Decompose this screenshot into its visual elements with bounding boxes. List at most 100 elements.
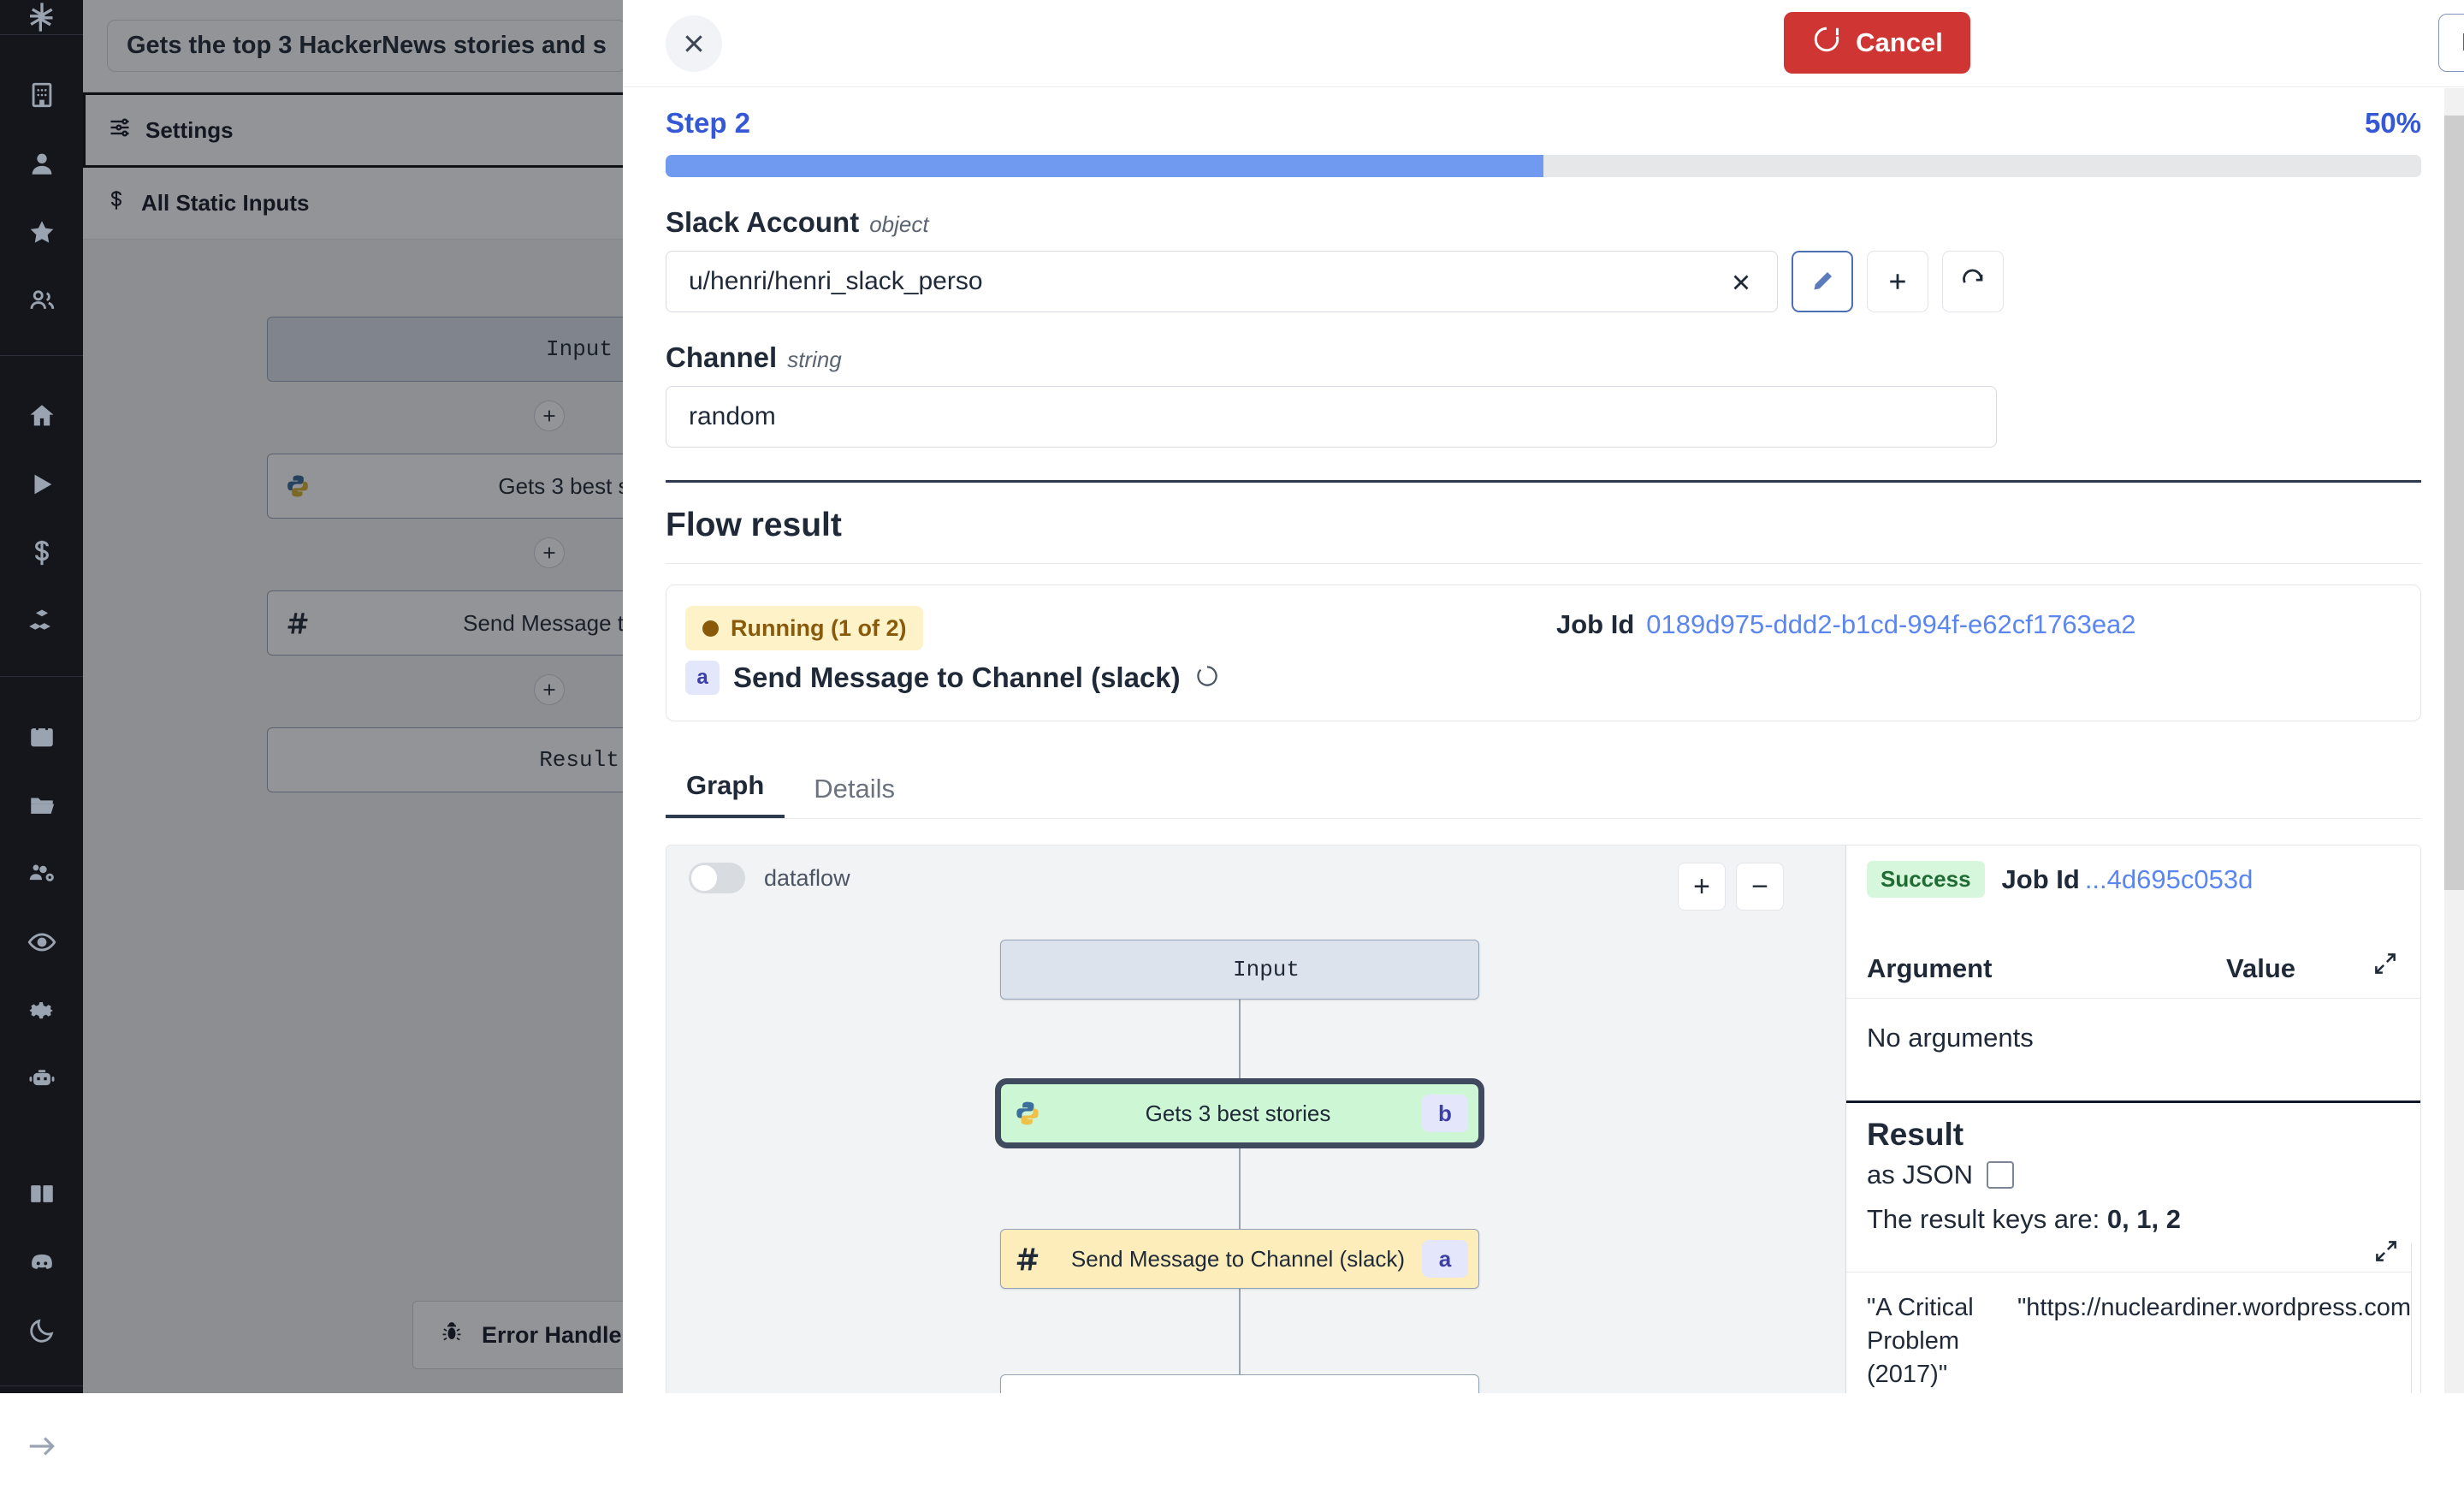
as-json-checkbox[interactable] <box>1987 1161 2015 1189</box>
status-badge: Running (1 of 2) <box>685 606 924 650</box>
bg-node-label: Input <box>545 336 613 362</box>
column-value: Value <box>2226 952 2295 983</box>
progress-bar <box>666 155 2421 177</box>
sidebar-item-workspace[interactable] <box>0 61 83 129</box>
graph-edge <box>1239 1143 1241 1229</box>
graph-node-label: Gets 3 best stories <box>1145 1100 1331 1126</box>
bg-node-label: Result <box>539 747 619 773</box>
tab-settings-label: Settings <box>145 116 234 143</box>
edit-resource-button[interactable] <box>1792 251 1853 312</box>
sidebar-item-folders[interactable] <box>0 771 83 839</box>
add-resource-button[interactable] <box>1867 251 1928 312</box>
zoom-in-button[interactable]: + <box>1678 863 1726 911</box>
channel-input[interactable]: random <box>666 386 1997 448</box>
python-icon <box>268 473 328 499</box>
modal-header: Cancel Past Runs/Input library Fill args… <box>623 0 2464 87</box>
sidebar-item-variables[interactable] <box>0 519 83 587</box>
as-json-label: as JSON <box>1867 1160 1974 1190</box>
field-type-text: object <box>869 211 929 237</box>
modal-scrollbar[interactable] <box>2444 88 2464 1393</box>
sidebar-item-settings[interactable] <box>0 976 83 1045</box>
zoom-out-button[interactable]: − <box>1736 863 1784 911</box>
arguments-empty-text: No arguments <box>1867 1023 2034 1053</box>
clear-icon[interactable] <box>1722 264 1760 301</box>
current-step-row: a Send Message to Channel (slack) <box>685 661 1220 695</box>
arguments-table-header: Argument Value <box>1846 939 2420 999</box>
nav-group-main <box>0 356 83 677</box>
field-label-text: Channel <box>666 341 778 373</box>
slack-hash-icon <box>1001 1245 1054 1273</box>
sidebar-item-schedules[interactable] <box>0 703 83 771</box>
sidebar-item-user[interactable] <box>0 129 83 198</box>
past-runs-input-library-button[interactable]: Past Runs/Input library <box>2438 14 2464 72</box>
cancel-button[interactable]: Cancel <box>1784 12 1970 74</box>
result-keys-value: 0, 1, 2 <box>2106 1204 2182 1234</box>
tab-details[interactable]: Details <box>814 774 896 804</box>
nav-group-admin <box>0 677 83 1134</box>
flow-title[interactable]: Gets the top 3 HackerNews stories and s <box>107 20 626 72</box>
job-id-value[interactable]: ...4d695c053d <box>2084 863 2254 894</box>
job-id-value[interactable]: 0189d975-ddd2-b1cd-994f-e62cf1763ea2 <box>1646 609 2136 639</box>
nav-group-links <box>0 1134 83 1385</box>
result-table: "A Critical Problem (2017)" "https://nuc… <box>1846 1241 2420 1393</box>
sidebar-item-favorites[interactable] <box>0 198 83 266</box>
windmill-logo-icon[interactable] <box>0 0 83 35</box>
python-icon <box>1001 1100 1054 1127</box>
flow-result-title: Flow result <box>666 507 842 543</box>
sidebar-item-docs[interactable] <box>0 1160 83 1228</box>
channel-row: random <box>623 374 2464 448</box>
sidebar-item-audit-logs[interactable] <box>0 908 83 976</box>
spinner-icon <box>1811 24 1842 62</box>
table-row[interactable]: "A Critical Problem (2017)" "https://nuc… <box>1846 1273 2420 1393</box>
modal-body: Step 2 50% Slack Account object u/henri/h… <box>623 88 2464 1393</box>
add-step-button[interactable] <box>534 674 565 705</box>
slack-account-label: Slack Account object <box>623 177 2464 239</box>
sidebar-item-ai[interactable] <box>0 1045 83 1113</box>
result-table-header <box>1846 1241 2420 1273</box>
step-percent: 50% <box>2364 107 2421 139</box>
channel-value: random <box>689 402 776 430</box>
sliders-icon <box>108 116 132 145</box>
expand-sidebar-button[interactable] <box>0 1412 83 1480</box>
sidebar-item-workers[interactable] <box>0 839 83 908</box>
job-id-label: Job Id <box>1556 609 1635 639</box>
graph-node-input[interactable]: Input <box>1000 940 1479 1000</box>
step-progress-row: Step 2 50% <box>623 88 2464 139</box>
expand-icon[interactable] <box>2372 951 2398 981</box>
sidebar-item-groups[interactable] <box>0 266 83 335</box>
sidebar-item-dark-mode[interactable] <box>0 1296 83 1365</box>
spinner-icon <box>1194 663 1220 693</box>
progress-bar-fill <box>666 155 1543 177</box>
sidebar-item-runs[interactable] <box>0 450 83 519</box>
flow-result-card: Running (1 of 2) Job Id 0189d975-ddd2-b1c… <box>666 584 2421 721</box>
modal-scrollbar-thumb[interactable] <box>2444 116 2464 890</box>
sidebar-item-discord[interactable] <box>0 1228 83 1296</box>
result-section: Result as JSON The result keys are: 0, 1… <box>1846 1101 2420 1393</box>
tab-graph[interactable]: Graph <box>666 770 785 818</box>
add-step-button[interactable] <box>534 400 565 431</box>
refresh-resource-button[interactable] <box>1942 251 2004 312</box>
close-icon[interactable] <box>666 15 722 72</box>
result-tabs: Graph Details <box>666 756 2421 819</box>
graph-node-slack[interactable]: Send Message to Channel (slack) a <box>1000 1229 1479 1289</box>
job-id: Job Id ...4d695c053d <box>2002 864 2254 895</box>
sidebar-nav <box>0 0 83 1456</box>
graph-node-chip: b <box>1422 1095 1468 1132</box>
result-table-scrollbar[interactable] <box>2411 1243 2420 1393</box>
sidebar-item-home[interactable] <box>0 382 83 450</box>
result-key: "A Critical Problem (2017)" <box>1867 1294 1974 1389</box>
sidebar-item-resources[interactable] <box>0 587 83 656</box>
add-step-button[interactable] <box>534 537 565 568</box>
slack-account-input[interactable]: u/henri/henri_slack_perso <box>666 251 1778 312</box>
expand-icon[interactable] <box>2373 1238 2399 1268</box>
bug-icon <box>439 1320 465 1351</box>
flow-graph-canvas[interactable]: dataflow + − Input <box>666 845 1845 1393</box>
graph-node-result[interactable]: Result <box>1000 1374 1479 1393</box>
result-keys-row: The result keys are: 0, 1, 2 <box>1846 1190 2420 1235</box>
status-dot-icon <box>702 620 719 637</box>
field-type-text: string <box>787 347 842 372</box>
column-argument: Argument <box>1867 952 1993 983</box>
toggle-knob <box>691 865 717 891</box>
dataflow-toggle[interactable] <box>689 863 745 893</box>
graph-node-python[interactable]: Gets 3 best stories b <box>995 1078 1484 1148</box>
